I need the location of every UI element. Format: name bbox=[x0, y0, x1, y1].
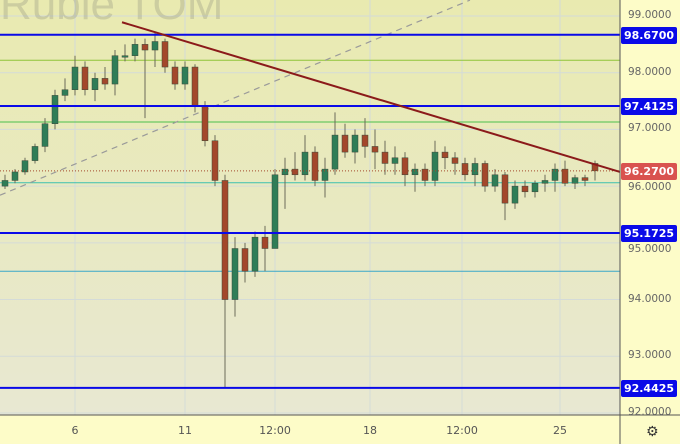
y-tick-label: 99.0000 bbox=[628, 9, 672, 21]
watermark-title: Ruble TOM bbox=[0, 0, 224, 29]
candle-body bbox=[171, 66, 179, 85]
candle-body bbox=[271, 174, 279, 249]
candle-body bbox=[311, 151, 319, 181]
candle-body bbox=[531, 183, 539, 193]
candle-body bbox=[451, 157, 459, 164]
candle-body bbox=[251, 236, 259, 272]
y-tick-label: 92.0000 bbox=[628, 405, 672, 418]
candle-body bbox=[391, 157, 399, 164]
x-tick-label: 18 bbox=[363, 424, 377, 437]
candle-body bbox=[261, 236, 269, 249]
level-price-label: 92.4425 bbox=[621, 379, 677, 397]
candle-body bbox=[361, 134, 369, 147]
candle-body bbox=[121, 55, 129, 58]
candle-body bbox=[191, 66, 199, 107]
candle-body bbox=[301, 151, 309, 176]
y-tick-label: 98.0000 bbox=[628, 65, 672, 78]
candle-body bbox=[31, 146, 39, 161]
candle-body bbox=[111, 55, 119, 85]
candle-body bbox=[91, 78, 99, 90]
candle-body bbox=[521, 185, 529, 193]
candle-body bbox=[141, 44, 149, 51]
candle-body bbox=[181, 66, 189, 85]
candle-body bbox=[81, 66, 89, 90]
candle-body bbox=[561, 168, 569, 184]
candle-body bbox=[491, 174, 499, 187]
candle-body bbox=[101, 78, 109, 85]
gear-icon[interactable]: ⚙ bbox=[646, 424, 659, 440]
candle-body bbox=[71, 66, 79, 90]
candle-body bbox=[161, 41, 169, 68]
level-price-label: 97.4125 bbox=[621, 98, 677, 116]
y-tick-label: 97.0000 bbox=[628, 122, 672, 135]
y-tick-label: 94.0000 bbox=[628, 292, 672, 305]
candle-body bbox=[231, 248, 239, 300]
candle-body bbox=[461, 163, 469, 176]
candle-body bbox=[51, 95, 59, 124]
candle-body bbox=[481, 163, 489, 187]
y-tick-label: 93.0000 bbox=[628, 349, 672, 362]
candle-body bbox=[371, 146, 379, 153]
candle-body bbox=[201, 106, 209, 142]
candle-body bbox=[221, 180, 229, 300]
candle-body bbox=[571, 177, 579, 184]
candle-body bbox=[331, 134, 339, 170]
candle-body bbox=[551, 168, 559, 181]
candle-body bbox=[241, 248, 249, 272]
candle-body bbox=[381, 151, 389, 164]
trend-line bbox=[121, 21, 621, 173]
dashed-trend-line bbox=[0, 0, 471, 196]
candle-body bbox=[401, 157, 409, 176]
candle-body bbox=[131, 44, 139, 56]
level-price-label: 98.6700 bbox=[621, 26, 677, 44]
level-price-label: 95.1725 bbox=[621, 225, 677, 243]
candle-body bbox=[321, 168, 329, 181]
candle-body bbox=[281, 168, 289, 176]
candle-body bbox=[291, 168, 299, 176]
candle-body bbox=[41, 123, 49, 147]
candle-body bbox=[411, 168, 419, 176]
candle-body bbox=[511, 185, 519, 204]
x-tick-label: 6 bbox=[71, 424, 79, 437]
x-tick-label: 12:00 bbox=[446, 424, 478, 437]
candle-body bbox=[581, 177, 589, 181]
candle-body bbox=[421, 168, 429, 181]
candle-body bbox=[61, 89, 69, 96]
candle-body bbox=[501, 174, 509, 204]
candle-body bbox=[541, 180, 549, 184]
candle-body bbox=[211, 140, 219, 181]
last-price-label: 96.2700 bbox=[621, 162, 677, 180]
x-tick-label: 11 bbox=[178, 424, 192, 437]
plot-background bbox=[0, 0, 620, 415]
candle-body bbox=[151, 41, 159, 51]
candle-body bbox=[11, 171, 19, 181]
candle-body bbox=[351, 134, 359, 153]
candle-body bbox=[441, 151, 449, 159]
x-tick-label: 25 bbox=[553, 424, 567, 437]
candle-body bbox=[471, 163, 479, 176]
candle-body bbox=[1, 180, 9, 187]
y-tick-label: 96.0000 bbox=[628, 180, 672, 193]
candle-body bbox=[21, 160, 29, 173]
x-tick-label: 12:00 bbox=[259, 424, 291, 437]
y-tick-label: 95.0000 bbox=[628, 243, 672, 256]
candle-body bbox=[341, 134, 349, 153]
price-axis-background bbox=[620, 0, 680, 444]
candle-body bbox=[431, 151, 439, 181]
